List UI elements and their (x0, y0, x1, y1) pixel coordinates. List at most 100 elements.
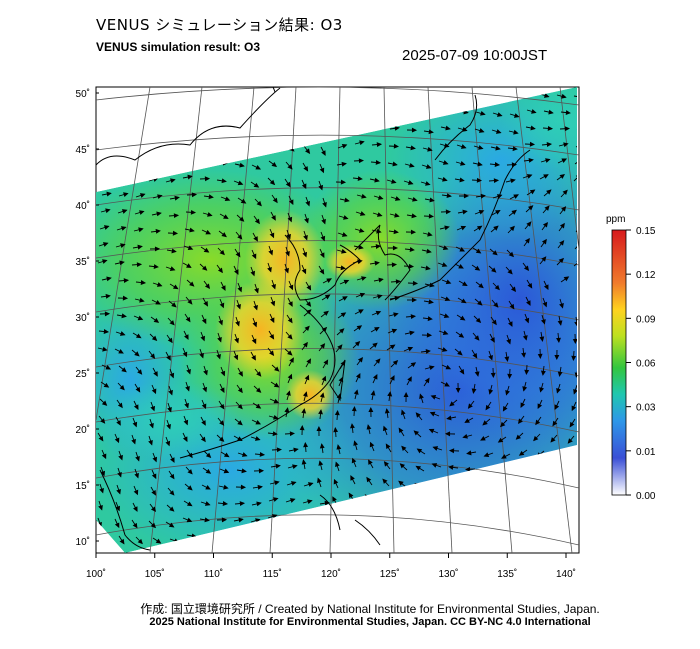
wind-vector-head (464, 418, 470, 423)
wind-vector-head (257, 484, 263, 490)
wind-vector-head (559, 222, 565, 229)
wind-vector-head (103, 329, 110, 334)
wind-vector-head (429, 282, 435, 288)
wind-vector-head (326, 278, 332, 283)
wind-vector-head (186, 368, 191, 375)
wind-vector-head (289, 357, 294, 363)
wind-vector-head (237, 403, 243, 410)
wind-vector-head (139, 193, 146, 198)
lat-label-10: 10˚ (76, 536, 90, 548)
wind-vector-head (340, 265, 346, 271)
wind-vector-head (573, 388, 577, 395)
wind-vector-head (361, 276, 367, 281)
wind-vector-head (219, 249, 225, 256)
wind-vector-head (201, 318, 207, 325)
wind-vector-head (382, 478, 388, 484)
wind-vector-head (432, 446, 439, 451)
wind-vector-head (531, 109, 537, 114)
wind-vector-head (541, 256, 547, 262)
wind-vector-head (410, 145, 416, 151)
wind-vector-head (425, 164, 432, 169)
wind-vector-head (275, 463, 281, 469)
wind-vector-head (485, 404, 491, 411)
wind-vector-head (185, 385, 190, 392)
wind-vector-head (235, 251, 241, 258)
lon-label-115: 115˚ (263, 568, 282, 580)
wind-vector-head (216, 353, 221, 360)
wind-vector-head (354, 340, 361, 347)
wind-vector-head (116, 420, 121, 426)
wind-vector-head (563, 276, 570, 282)
wind-vector-head (166, 355, 171, 361)
wind-vector-head (105, 208, 111, 214)
wind-vector-head (303, 441, 309, 448)
wind-vector-head (359, 211, 366, 216)
wind-vector-head (529, 189, 536, 195)
wind-vector-head (172, 230, 179, 236)
wind-vector-head (462, 281, 468, 287)
wind-vector-head (253, 182, 260, 188)
wind-vector-head (123, 192, 129, 198)
wind-vector-head (134, 472, 139, 479)
wind-vector-head (149, 422, 154, 429)
wind-vector-head (513, 129, 519, 135)
wind-vector-head (355, 372, 361, 379)
wind-vector-head (353, 389, 359, 395)
wind-vector-head (528, 157, 534, 163)
wind-vector-head (344, 197, 350, 203)
wind-vector-head (119, 331, 126, 336)
wind-vector-head (425, 181, 431, 186)
wind-vector (574, 158, 577, 165)
wind-vector-head (156, 211, 162, 217)
wind-vector-head (571, 355, 577, 362)
wind-vector-head (318, 409, 323, 415)
wind-vector-head (251, 355, 256, 361)
wind-vector-head (495, 129, 502, 134)
wind-vector-head (272, 197, 278, 204)
page-title-jp: VENUS シミュレーション結果: O3 (96, 16, 343, 34)
wind-vector-head (168, 389, 173, 396)
wind-vector-head (205, 229, 212, 235)
wind-vector-head (240, 198, 247, 204)
wind-vector-head (357, 259, 363, 265)
wind-vector-head (556, 387, 561, 394)
wind-vector-head (527, 205, 534, 211)
wind-vector-head (548, 109, 554, 115)
wind-vector-head (562, 189, 568, 196)
wind-vector-head (323, 359, 329, 365)
wind-vector-head (321, 150, 326, 156)
wind-vector-head (564, 126, 571, 132)
wind-vector-head (442, 160, 449, 165)
wind-vector-head (217, 336, 222, 343)
wind-vector-head (171, 302, 177, 308)
wind-vector-head (507, 373, 513, 380)
wind-vector-head (116, 488, 121, 495)
wind-vector-head (221, 232, 227, 238)
lon-label-110: 110˚ (204, 568, 223, 580)
wind-vector-head (133, 489, 139, 496)
lat-label-50: 50˚ (76, 88, 90, 100)
wind-vector-head (463, 193, 470, 199)
colorbar: ppm 0.15 0.12 0.09 0.06 0.03 0.01 0.00 (606, 214, 656, 502)
wind-vector-head (251, 253, 257, 260)
wind-vector-head (174, 555, 178, 558)
wind-vector-head (167, 337, 173, 344)
wind-vector-head (269, 317, 275, 324)
wind-vector-head (253, 236, 258, 242)
wind-vector-head (318, 460, 324, 466)
wind-vector-head (169, 490, 175, 496)
ozone-map[interactable]: 50˚ 45˚ 40˚ 35˚ 30˚ 25˚ 20˚ 15˚ 10˚ 100˚ 105˚ 110˚… (0, 0, 700, 600)
wind-vector-head (121, 209, 128, 214)
wind-vector-head (201, 420, 206, 426)
wind-vector-head (270, 300, 276, 307)
wind-vector-head (529, 141, 536, 147)
wind-vector-head (541, 238, 547, 245)
wind-vector-head (493, 178, 500, 184)
wind-vector-head (254, 287, 259, 294)
wind-vector-head (255, 403, 262, 409)
wind-vector-head (424, 377, 430, 384)
wind-vector-head (137, 538, 143, 545)
wind-vector-head (102, 242, 109, 247)
wind-vector-head (474, 265, 481, 271)
wind-vector-head (239, 162, 245, 168)
